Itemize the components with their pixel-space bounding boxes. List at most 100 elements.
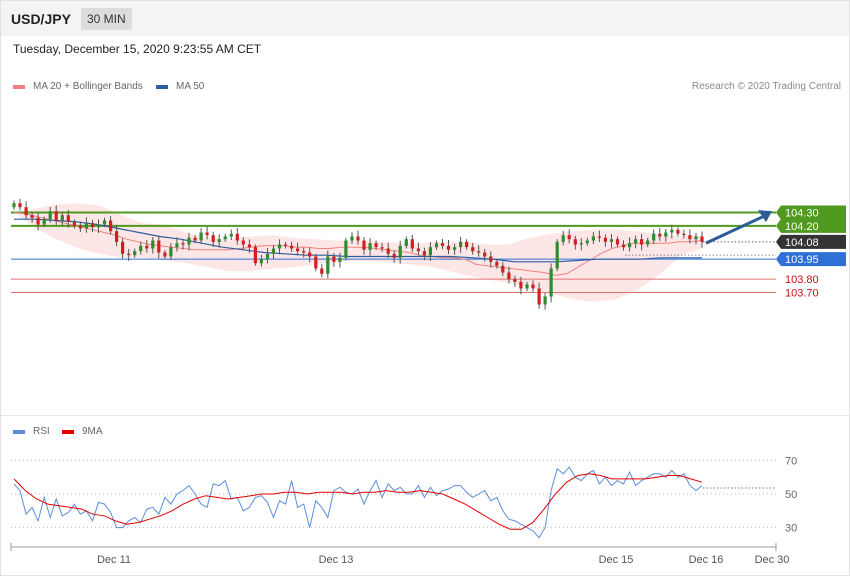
time-tick-Dec-13: Dec 13 [319, 554, 354, 566]
ma9-swatch-icon [62, 429, 74, 434]
candle-body [72, 221, 76, 226]
candle-body [549, 268, 553, 297]
rsi-tick-70: 70 [785, 455, 797, 467]
candle-body [434, 243, 439, 248]
candle-body [332, 256, 336, 262]
level-tag-text-103.95: 103.95 [785, 254, 819, 266]
candle-body [682, 233, 686, 236]
candle-body [404, 239, 408, 246]
candle-body [163, 252, 167, 257]
candle-body [90, 223, 95, 228]
candle-body [265, 253, 270, 260]
candle-body [634, 239, 638, 244]
candle-body [356, 236, 360, 241]
candle-body [652, 233, 656, 241]
candle-body [235, 233, 239, 241]
candle-body [573, 239, 577, 245]
candle-body [362, 240, 366, 250]
candle-body [12, 203, 16, 208]
price-legend-ma50: MA 50 [156, 81, 204, 92]
candle-body [555, 241, 559, 269]
candle-body [18, 203, 22, 208]
level-tag-text-103.80: 103.80 [785, 274, 819, 286]
candle-body [531, 284, 535, 289]
copyright-note: Research © 2020 Trading Central [691, 81, 841, 92]
candle-body [350, 236, 354, 241]
candle-body [700, 236, 704, 242]
projection-arrow-shaft [705, 214, 765, 245]
level-tag-104.20 [776, 218, 846, 233]
candle-body [145, 245, 149, 249]
level-lines-layer [11, 211, 776, 293]
timeframe-badge[interactable]: 30 MIN [81, 8, 132, 30]
candle-body [271, 248, 276, 254]
candle-body [247, 244, 251, 248]
candle-body [24, 207, 28, 216]
candle-body [320, 268, 324, 274]
price-legend-bollinger: MA 20 + Bollinger Bands [13, 81, 143, 92]
candle-body [567, 235, 571, 240]
candle-body [66, 215, 70, 222]
candle-body [121, 241, 125, 254]
candle-body [507, 272, 511, 280]
candle-body [416, 248, 420, 252]
candle-body [60, 215, 64, 221]
level-tag-104.30 [776, 205, 846, 220]
ma50-line [14, 218, 702, 263]
candle-body [477, 251, 481, 253]
candle-body [199, 232, 203, 241]
candle-body [453, 247, 457, 250]
candle-body [127, 253, 131, 256]
candle-body [543, 296, 547, 305]
candle-body [175, 243, 179, 248]
ma9-legend-label: 9MA [82, 426, 103, 437]
candle-body [308, 252, 312, 257]
candle-body [109, 220, 113, 232]
candle-body [670, 229, 674, 233]
candle-body [277, 244, 282, 249]
candle-body [410, 239, 414, 249]
rsi-9ma-line [13, 473, 703, 530]
candle-body [30, 215, 34, 218]
candle-body [223, 236, 227, 240]
candle-body [253, 247, 257, 264]
candle-body [229, 233, 233, 237]
candle-body [48, 211, 52, 220]
candle-body [187, 237, 191, 245]
rsi-swatch-icon [13, 429, 25, 434]
candle-body [284, 244, 288, 246]
level-tag-text-104.20: 104.20 [785, 221, 819, 233]
candle-body [525, 284, 529, 289]
candle-body [459, 241, 463, 248]
report-datetime: Tuesday, December 15, 2020 9:23:55 AM CE… [13, 42, 262, 56]
candle-body [621, 244, 626, 248]
candle-body [609, 239, 614, 242]
symbol-label: USD/JPY [11, 11, 71, 27]
candle-body [422, 251, 426, 256]
candle-body [386, 248, 390, 254]
candle-body [78, 225, 82, 229]
panel-divider [1, 415, 849, 416]
level-tag-text-104.08: 104.08 [785, 237, 819, 249]
candle-body [585, 240, 589, 244]
rsi-tick-50: 50 [785, 489, 797, 501]
bollinger-band-layer [14, 203, 702, 302]
candles-layer [12, 198, 704, 310]
candle-body [495, 261, 499, 266]
projection-arrow-head-icon [758, 210, 772, 223]
candle-body [259, 259, 263, 264]
candle-body [296, 248, 300, 252]
candle-body [489, 256, 493, 262]
candle-body [446, 245, 451, 250]
candle-body [139, 245, 143, 252]
candle-body [193, 237, 197, 241]
candle-body [603, 237, 607, 242]
candle-body [646, 240, 650, 245]
candle-body [211, 235, 215, 242]
candle-body [640, 239, 644, 245]
candle-body [688, 235, 692, 240]
rsi-legend-label: RSI [33, 426, 50, 437]
candle-body [368, 243, 372, 250]
candle-body [380, 247, 384, 249]
